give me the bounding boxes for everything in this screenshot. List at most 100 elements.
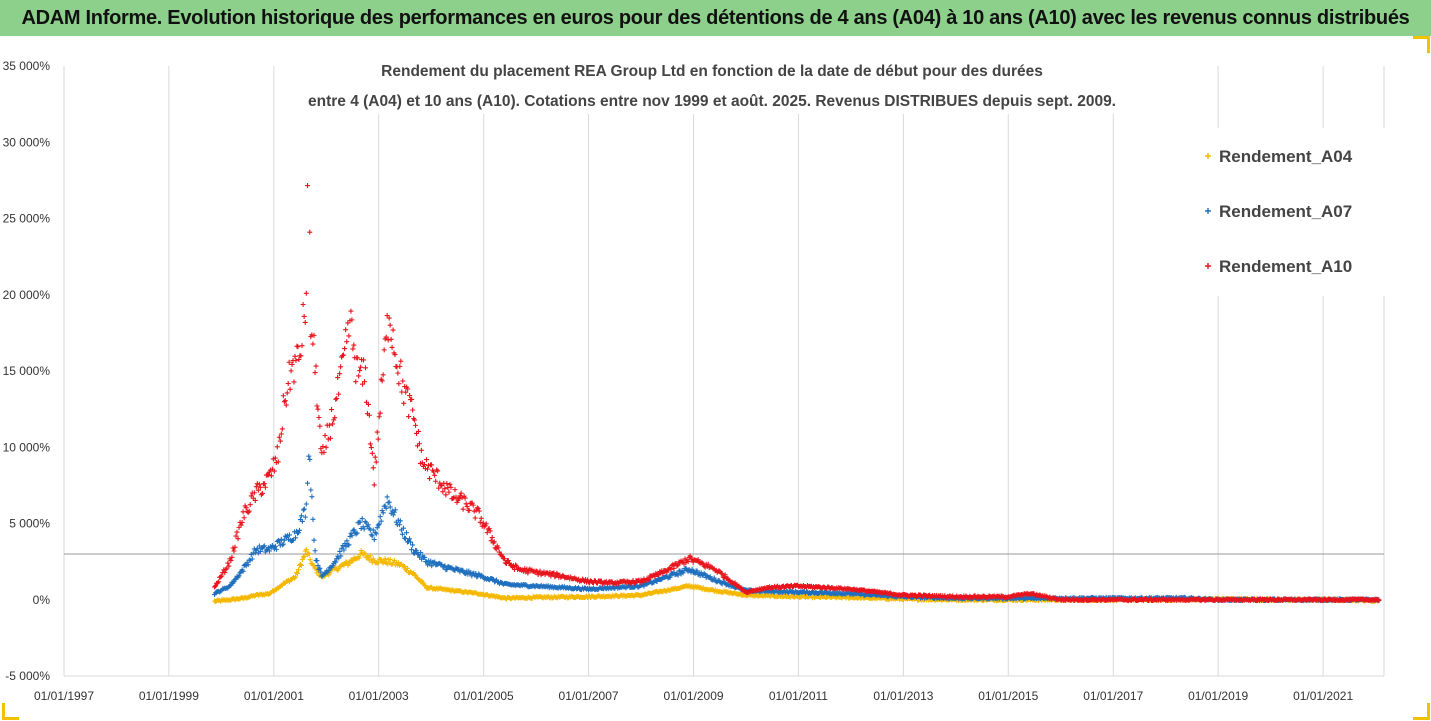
data-point — [476, 508, 482, 514]
data-point — [385, 500, 391, 506]
y-axis: -5 000% 0% 5 000% 10 000% 15 000% 20 000% 25 0… — [3, 59, 51, 683]
data-point — [365, 522, 371, 528]
data-point — [514, 563, 520, 569]
data-point — [346, 542, 352, 548]
data-point — [272, 455, 278, 461]
data-point — [273, 546, 279, 552]
data-point — [254, 546, 260, 552]
data-point — [412, 417, 418, 423]
data-point — [446, 489, 452, 495]
data-point — [341, 352, 347, 358]
data-point — [326, 567, 332, 573]
legend-marker — [1205, 153, 1211, 159]
data-point — [295, 567, 301, 573]
data-point — [368, 445, 374, 451]
data-point — [376, 414, 382, 420]
data-point — [281, 537, 287, 543]
data-point — [660, 570, 666, 576]
data-point — [383, 334, 389, 340]
legend-label: Rendement_A07 — [1219, 202, 1352, 221]
data-point — [311, 537, 317, 543]
data-point — [227, 583, 233, 589]
chart-title-line2: entre 4 (A04) et 10 ans (A10). Cotations… — [308, 93, 1116, 110]
data-point — [326, 422, 332, 428]
data-point — [229, 554, 235, 560]
data-point — [407, 393, 413, 399]
data-point — [351, 342, 357, 348]
x-tick-label: 01/01/2019 — [1188, 689, 1248, 703]
data-point — [369, 533, 375, 539]
data-point — [424, 466, 430, 472]
data-point — [295, 530, 301, 536]
data-point — [405, 386, 411, 392]
data-point — [403, 389, 409, 395]
data-point — [356, 373, 362, 379]
data-point — [513, 562, 519, 568]
data-point — [260, 544, 266, 550]
data-point — [552, 574, 558, 580]
data-point — [444, 481, 450, 487]
data-point — [505, 558, 511, 564]
data-point — [705, 561, 711, 567]
data-point — [1376, 597, 1382, 603]
y-tick-label: 25 000% — [3, 212, 51, 226]
data-point — [472, 515, 478, 521]
data-point — [406, 414, 412, 420]
data-point — [372, 454, 378, 460]
data-point — [302, 514, 308, 520]
frame-corner-bottom-left — [2, 703, 19, 720]
data-point — [474, 505, 480, 511]
data-point — [362, 365, 368, 371]
series-Rendement_A07 — [212, 453, 1382, 604]
data-point — [298, 563, 304, 569]
data-point — [371, 482, 377, 488]
data-point — [382, 503, 388, 509]
data-point — [262, 484, 268, 490]
data-point — [548, 573, 554, 579]
data-point — [329, 407, 335, 413]
y-tick-label: 0% — [33, 593, 51, 607]
data-point — [265, 472, 271, 478]
data-point — [392, 352, 398, 358]
data-point — [448, 484, 454, 490]
data-point — [646, 576, 652, 582]
data-point — [298, 353, 304, 359]
data-point — [443, 492, 449, 498]
data-point — [362, 379, 368, 385]
data-point — [348, 530, 354, 536]
data-point — [397, 363, 403, 369]
data-point — [367, 553, 373, 559]
data-point — [361, 357, 367, 363]
data-point — [286, 532, 292, 538]
data-point — [392, 507, 398, 513]
x-tick-label: 01/01/2021 — [1293, 689, 1353, 703]
data-point — [456, 496, 462, 502]
data-point — [422, 554, 428, 560]
data-point — [382, 556, 388, 562]
data-point — [478, 515, 484, 521]
data-point — [525, 570, 531, 576]
data-point — [298, 513, 304, 519]
data-point — [423, 457, 429, 463]
data-point — [460, 506, 466, 512]
data-point — [294, 570, 300, 576]
data-point — [225, 560, 231, 566]
data-point — [303, 547, 309, 553]
data-point — [403, 530, 409, 536]
data-point — [276, 539, 282, 545]
data-point — [435, 468, 441, 474]
data-point — [305, 183, 311, 189]
data-point — [354, 530, 360, 536]
data-point — [310, 516, 316, 522]
data-point — [240, 568, 246, 574]
data-point — [429, 563, 435, 569]
data-point — [305, 480, 311, 486]
data-point — [387, 322, 393, 328]
data-point — [361, 550, 367, 556]
data-point — [385, 337, 391, 343]
x-tick-label: 01/01/1997 — [34, 689, 94, 703]
data-point — [360, 381, 366, 387]
data-point — [433, 478, 439, 484]
data-point — [340, 353, 346, 359]
data-point — [342, 541, 348, 547]
